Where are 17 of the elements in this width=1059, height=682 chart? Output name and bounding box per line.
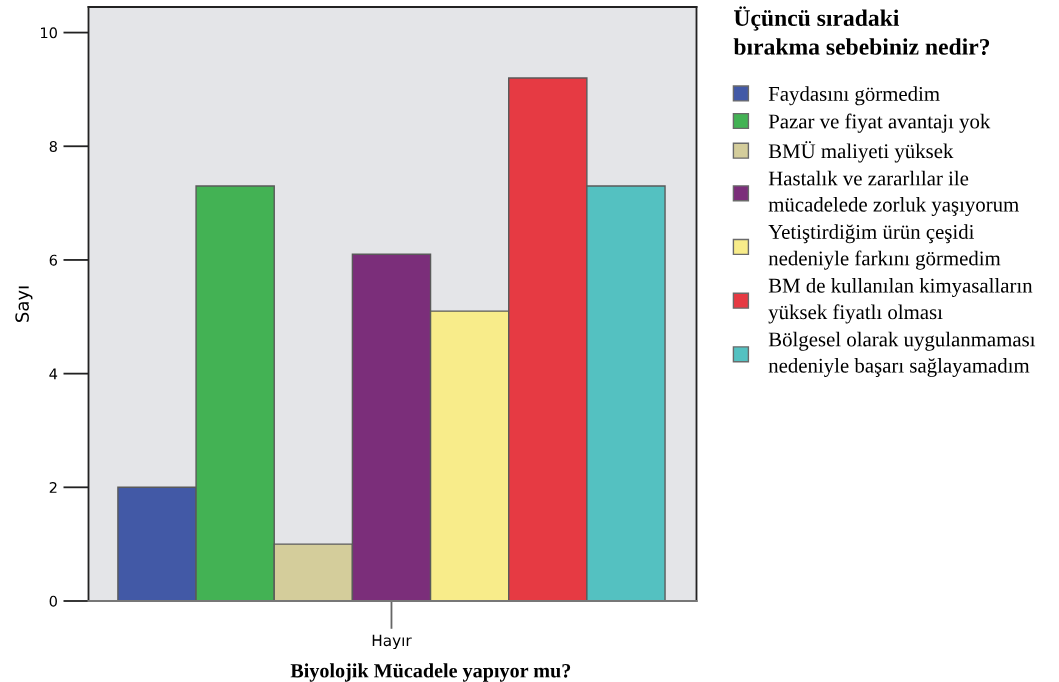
y-tick-label: 4 <box>49 368 58 380</box>
legend-label: Faydasını görmedim <box>768 86 940 106</box>
legend-title: Üçüncü sıradaki bırakma sebebiniz nedir? <box>733 6 990 55</box>
y-tick-label: 8 <box>49 140 57 153</box>
y-tick-label: 0 <box>49 595 57 607</box>
y-tick-label: 2 <box>49 482 57 493</box>
legend-label: Pazar ve fiyat avantajı yok <box>768 113 991 133</box>
y-tick-label: 10 <box>40 27 57 39</box>
legend-label: BM de kullanılan kimyasalların yüksek fiyatlı olması <box>768 278 1033 324</box>
legend-label: BMÜ maliyeti yüksek <box>768 141 954 163</box>
x-tick-label: Hayır <box>372 634 412 650</box>
legend-label: Hastalık ve zararlılar ile mücadelede zorluk yaşıyorum <box>768 170 1019 216</box>
legend-label: Yetiştirdiğim ürün çeşidi nedeniyle farkını görmedim <box>768 224 1001 270</box>
y-tick-label: 6 <box>49 254 58 266</box>
y-axis-title: Sayı <box>15 286 33 322</box>
legend-label: Bölgesel olarak uygulanmaması nedeniyle başarı sağlayamadım <box>768 331 1036 377</box>
x-axis-title: Biyolojik Mücadele yapıyor mu? <box>290 663 571 682</box>
